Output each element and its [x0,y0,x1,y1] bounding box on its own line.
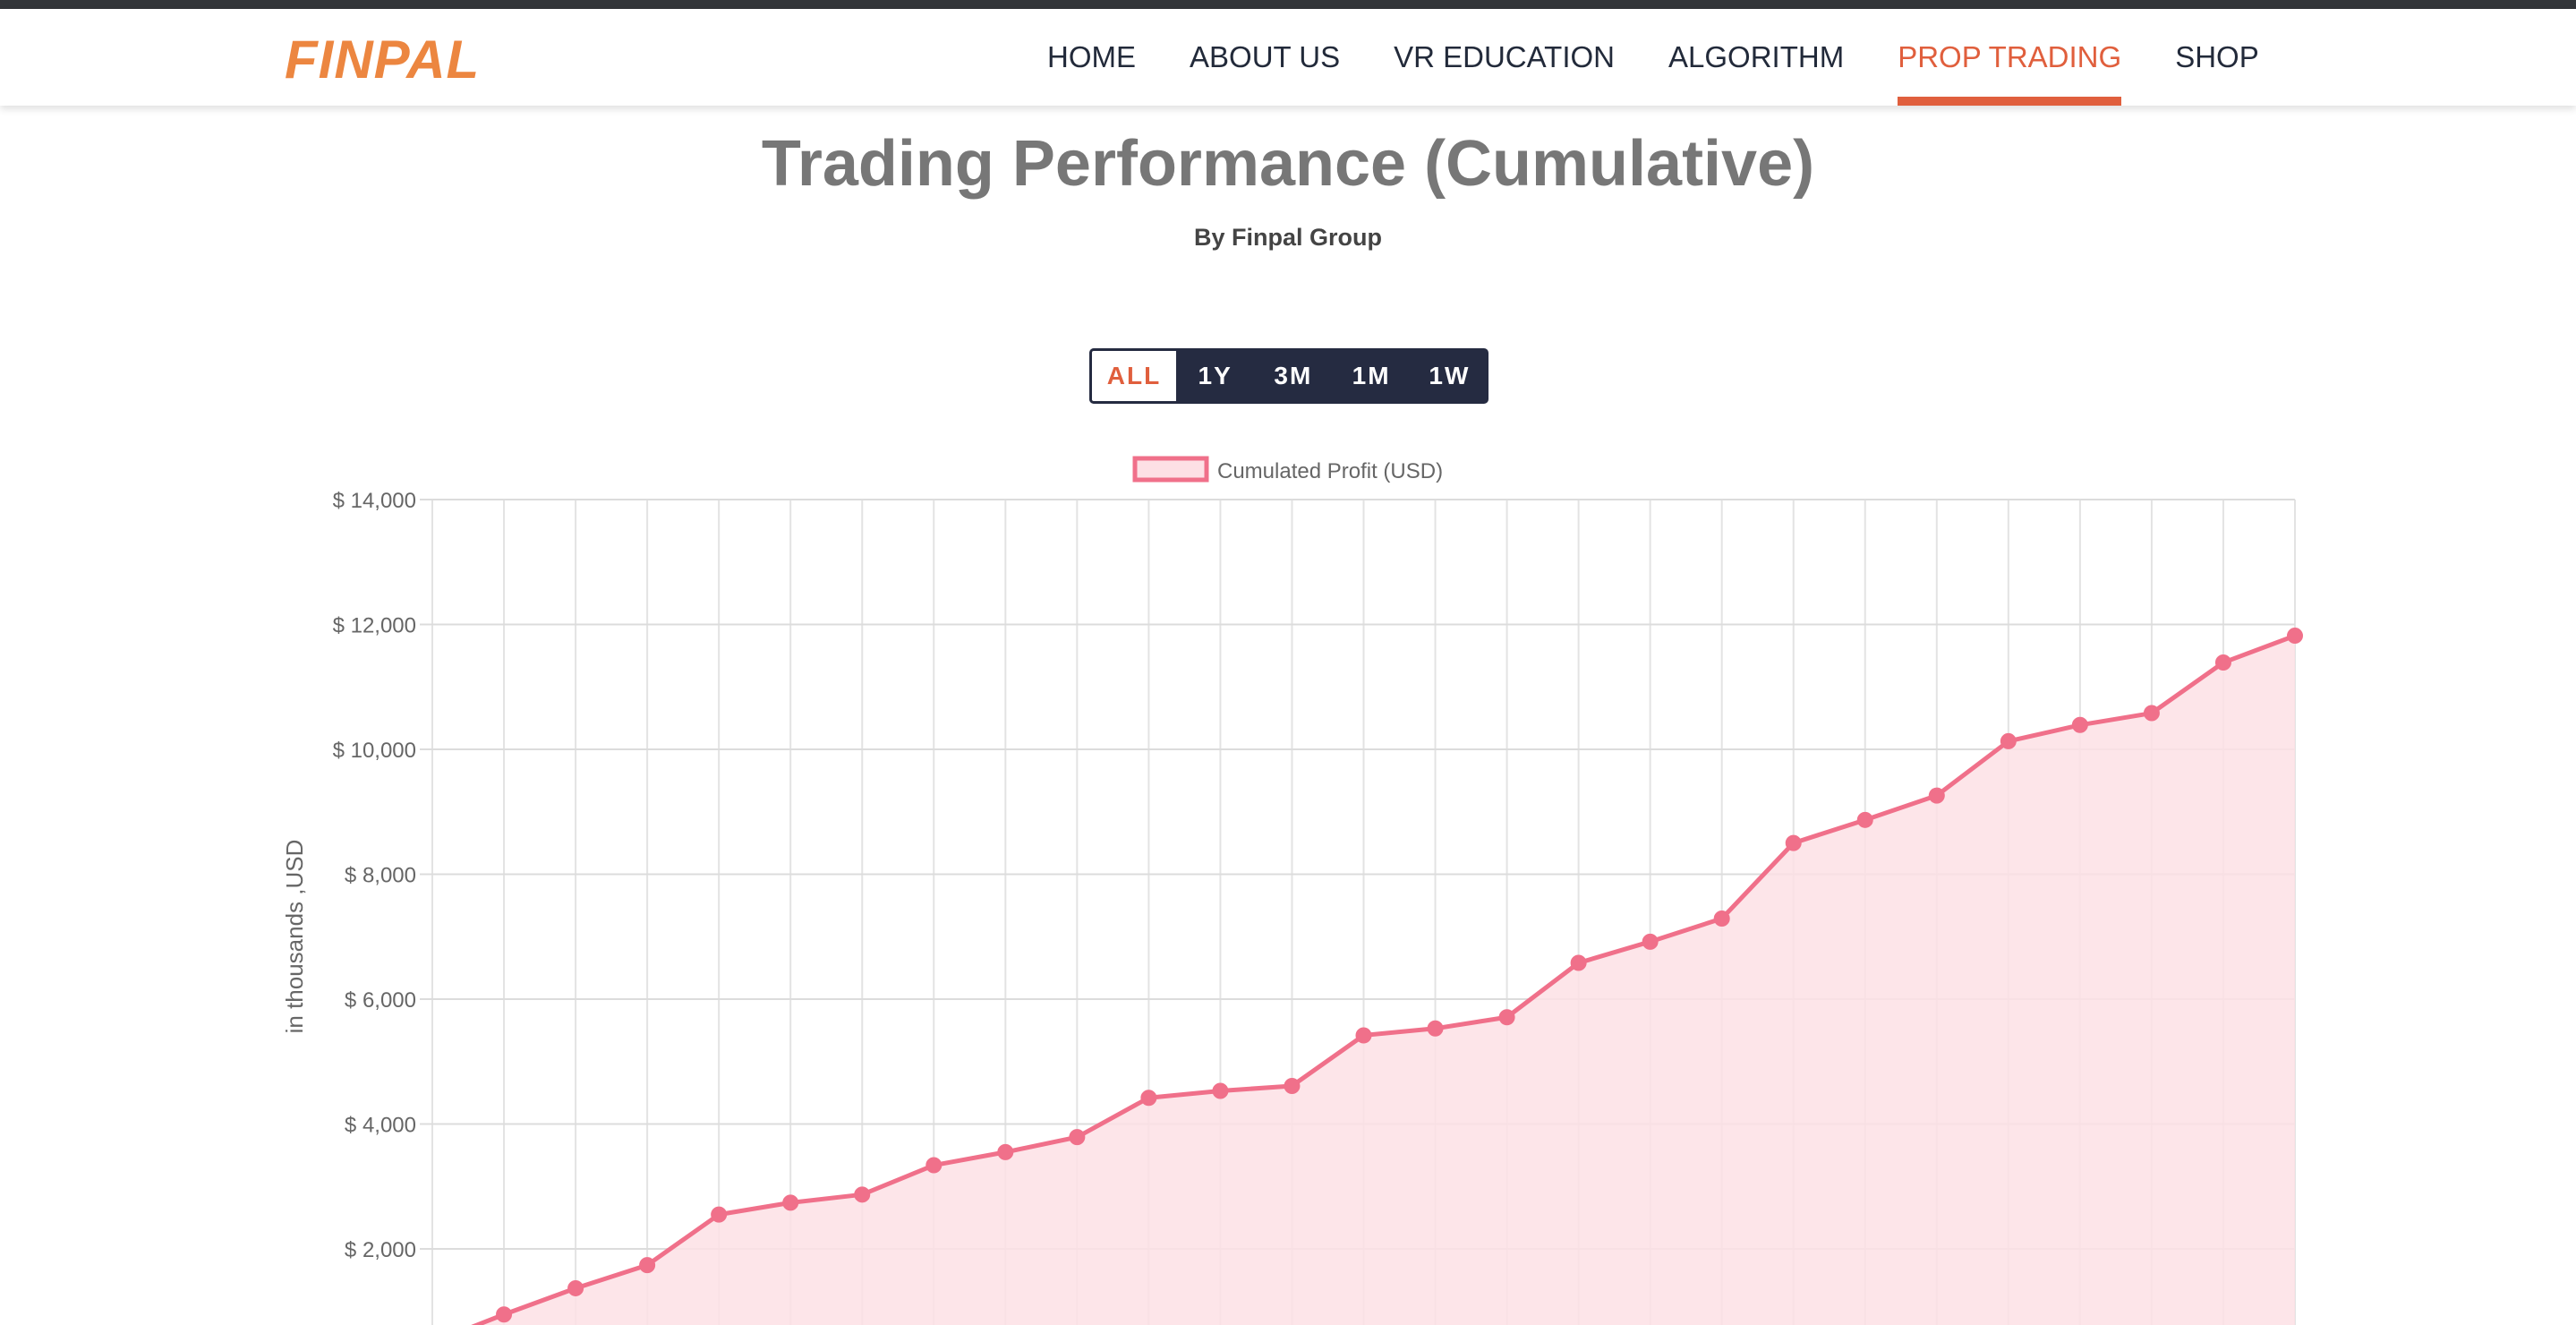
data-point [1355,1027,1372,1044]
nav-home[interactable]: HOME [1047,40,1136,73]
data-point [854,1186,871,1203]
data-point [925,1157,943,1174]
range-1y-button[interactable]: 1Y [1198,362,1233,389]
page-title: Trading Performance (Cumulative) [761,128,1815,200]
range-3m-button[interactable]: 3M [1274,362,1313,389]
data-point [1284,1077,1301,1094]
data-point [711,1206,728,1223]
y-tick-label: $ 14,000 [333,489,416,513]
data-point [1427,1020,1444,1037]
page-subtitle: By Finpal Group [1193,224,1382,251]
range-1w-button[interactable]: 1W [1429,362,1471,389]
legend-swatch[interactable] [1132,456,1209,483]
data-point [782,1194,799,1211]
data-point [2000,732,2017,749]
navbar: FINPAL HOME ABOUT US VR EDUCATION ALGORI… [0,9,2576,106]
y-axis-title: in thousands ,USD [281,840,308,1034]
range-all-button[interactable]: ALL [1089,348,1176,404]
data-point [496,1306,513,1323]
data-point [2287,628,2303,645]
data-point [567,1279,584,1296]
legend-label: Cumulated Profit (USD) [1217,459,1443,483]
data-point [1069,1129,1086,1146]
data-point [997,1143,1014,1160]
data-point [1642,933,1659,950]
y-tick-label: $ 4,000 [345,1114,416,1138]
data-point [1212,1082,1229,1099]
nav-prop-trading[interactable]: PROP TRADING [1898,9,2122,106]
data-point [2214,654,2231,671]
y-tick-label: $ 8,000 [345,864,416,888]
range-selector: ALL 1Y 3M 1M 1W [1089,348,1488,404]
range-1m-button[interactable]: 1M [1352,362,1391,389]
y-tick-label: $ 12,000 [333,614,416,638]
data-point [1928,787,1945,804]
nav-about-us[interactable]: ABOUT US [1190,40,1341,73]
y-tick-label: $ 10,000 [333,739,416,763]
data-point [1140,1090,1157,1107]
top-bar [0,0,2576,9]
y-tick-label: $ 6,000 [345,988,416,1013]
data-point [2071,716,2088,733]
data-point [1498,1009,1515,1026]
area-fill [477,636,2295,1325]
y-tick-label: $ 2,000 [345,1238,416,1262]
data-point [1570,954,1587,971]
profit-chart: Cumulated Profit (USD) in thousands ,USD… [281,456,2303,1325]
data-point [639,1257,656,1274]
data-point [1713,910,1730,928]
nav-algorithm[interactable]: ALGORITHM [1668,40,1845,73]
data-point [1785,834,1802,851]
data-point [1856,811,1873,828]
nav-shop[interactable]: SHOP [2175,40,2259,73]
data-point [2143,705,2160,722]
nav-menu: HOME ABOUT US VR EDUCATION ALGORITHM PRO… [1047,9,2313,106]
logo[interactable]: FINPAL [285,30,481,90]
nav-vr-education[interactable]: VR EDUCATION [1394,40,1615,73]
